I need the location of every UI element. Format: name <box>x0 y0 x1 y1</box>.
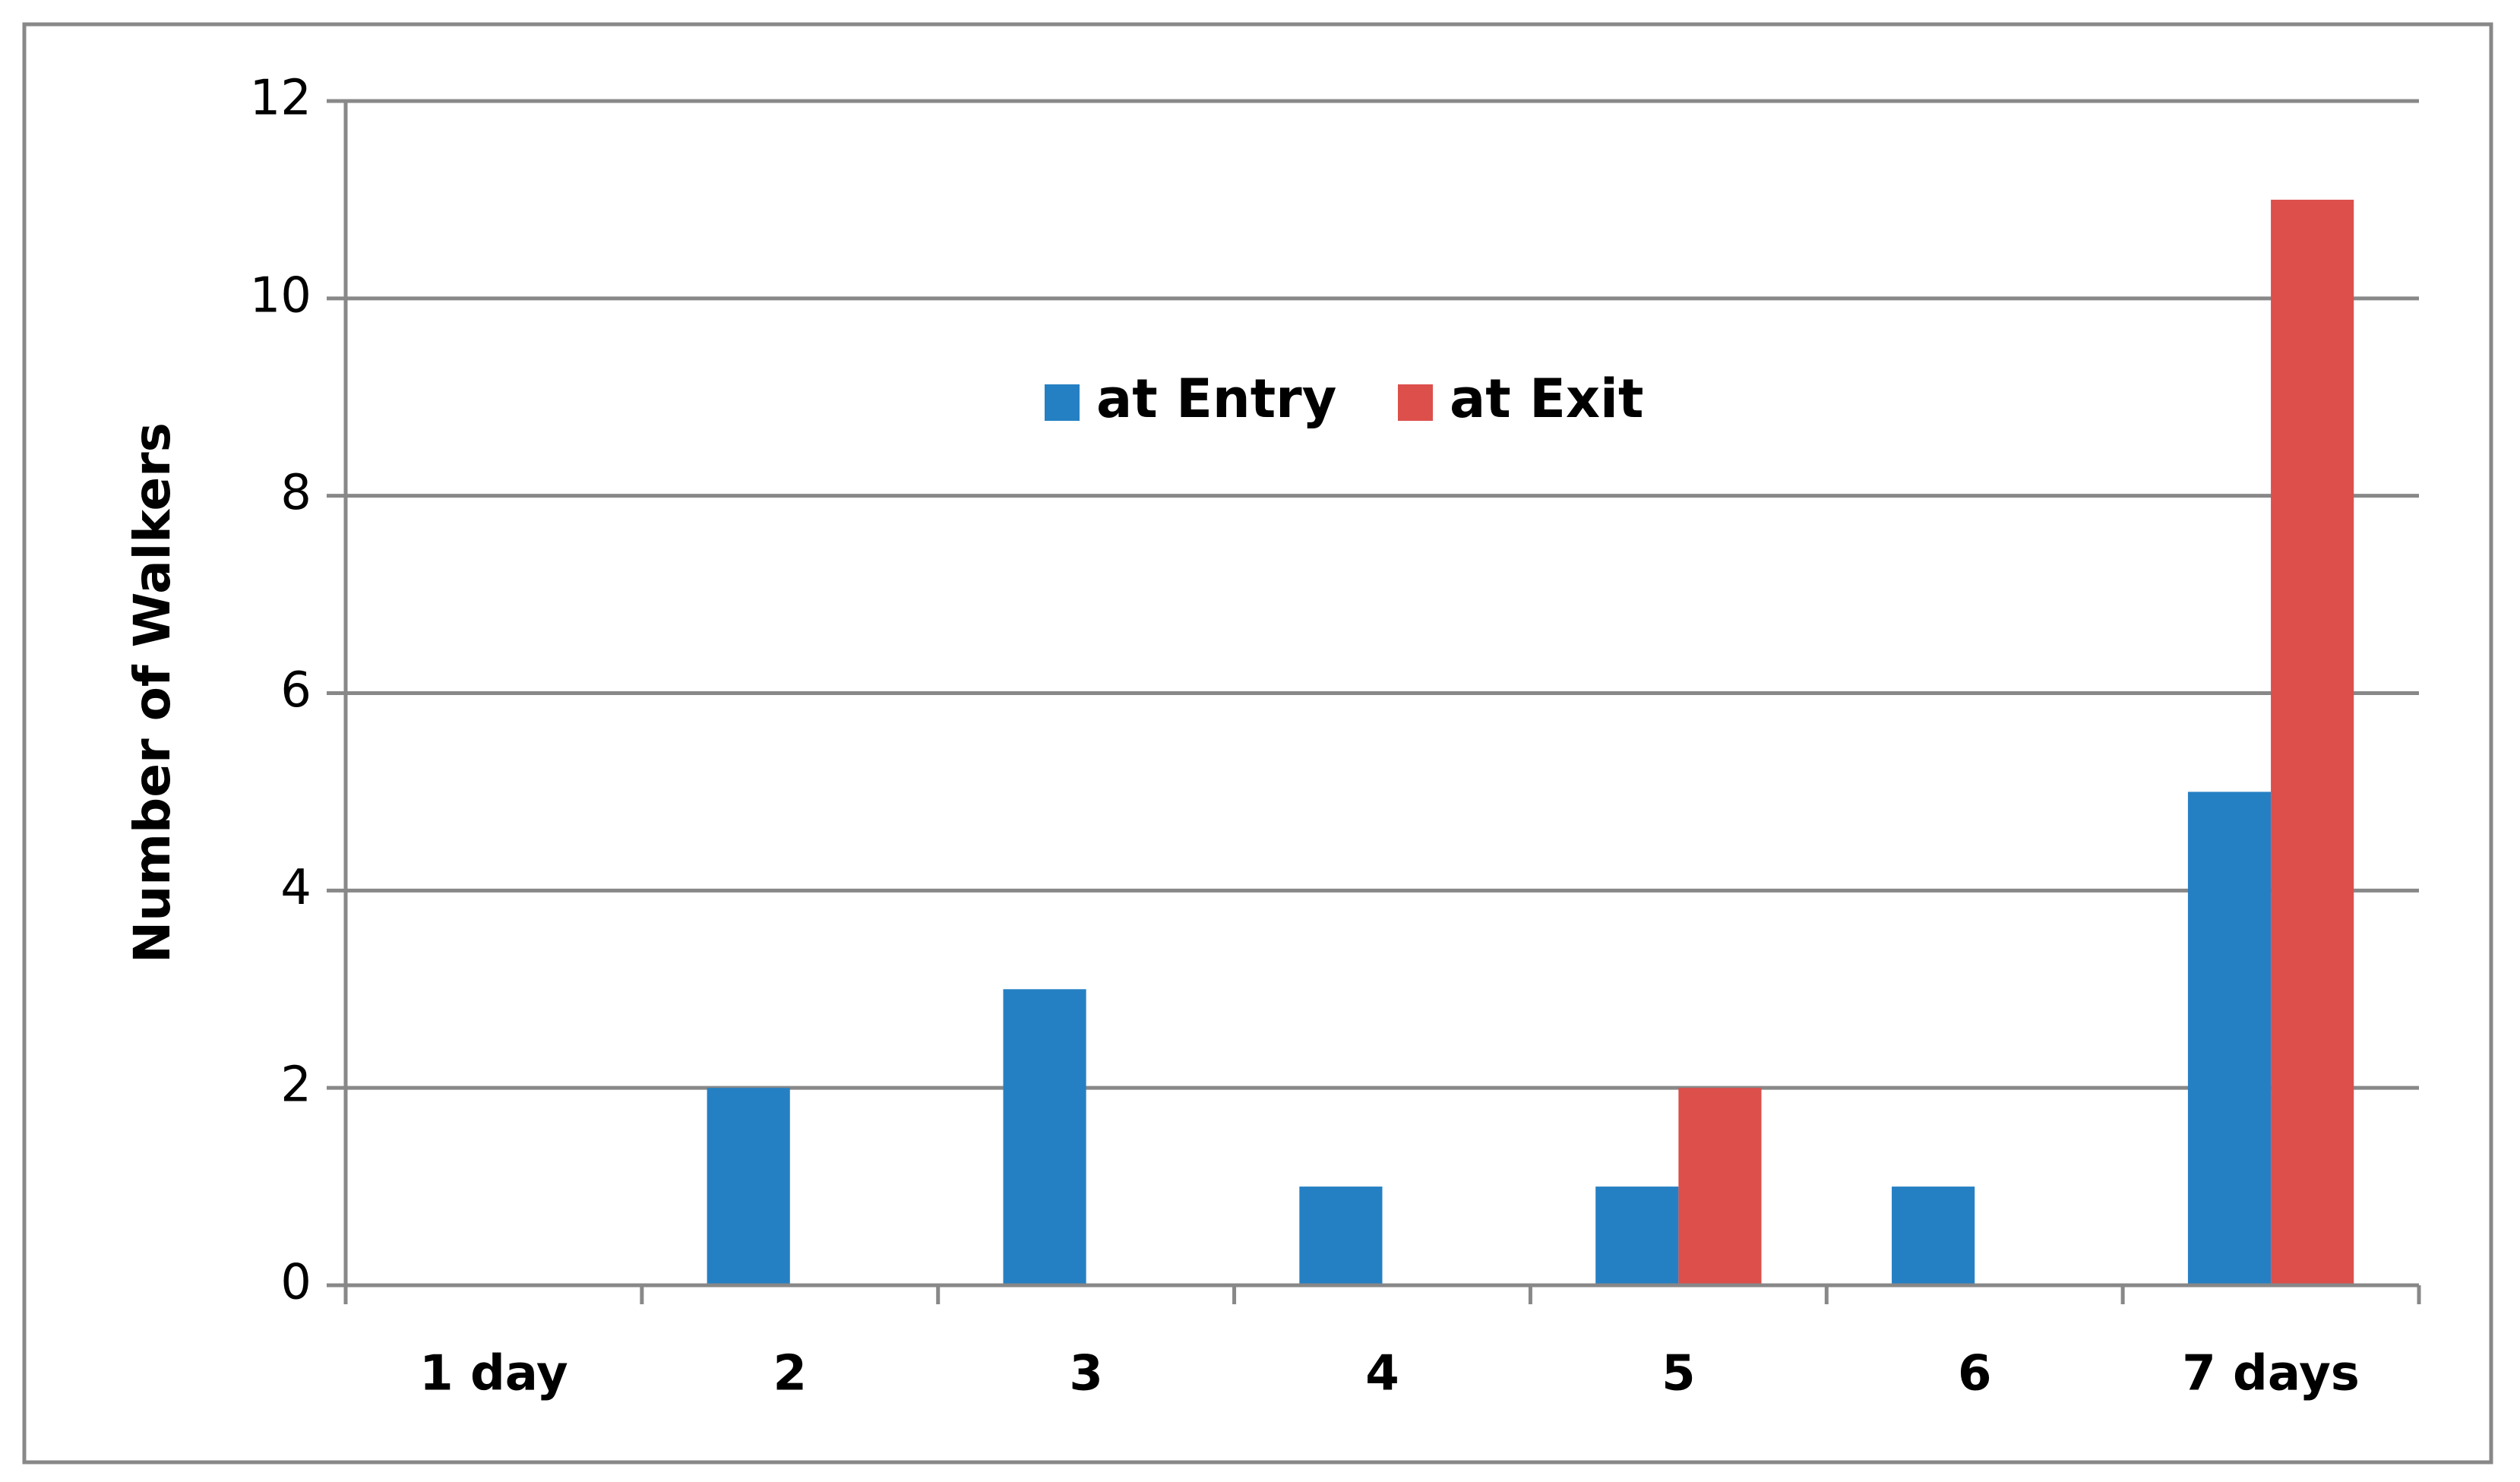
bar <box>1595 1187 1679 1285</box>
y-axis-label: Number of Walkers <box>123 422 182 963</box>
x-tick-label: 6 <box>1958 1346 1992 1402</box>
bar <box>1299 1187 1383 1285</box>
y-tick-label: 0 <box>280 1255 311 1311</box>
x-tick-label: 7 days <box>2182 1346 2360 1402</box>
legend-swatch <box>1045 384 1080 421</box>
y-tick-label: 8 <box>280 465 311 521</box>
legend-label: at Exit <box>1450 368 1644 430</box>
bar <box>2187 792 2272 1285</box>
bar <box>1003 989 1086 1285</box>
x-tick-label: 3 <box>1069 1346 1103 1402</box>
bar <box>707 1088 790 1285</box>
x-tick-label: 2 <box>773 1346 808 1402</box>
bar <box>1678 1088 1762 1285</box>
y-tick-label: 12 <box>250 71 311 127</box>
bar <box>1892 1187 1975 1285</box>
y-tick-label: 6 <box>280 662 311 719</box>
bar <box>2271 199 2354 1286</box>
legend-label: at Entry <box>1096 368 1336 430</box>
x-tick-label: 5 <box>1662 1346 1696 1402</box>
x-tick-label: 4 <box>1365 1346 1399 1402</box>
chart-frame <box>22 22 2493 1465</box>
legend-swatch <box>1398 384 1433 421</box>
y-tick-label: 10 <box>250 267 311 324</box>
x-tick-label: 1 day <box>419 1346 568 1402</box>
y-tick-label: 4 <box>280 860 311 916</box>
y-tick-label: 2 <box>280 1057 311 1114</box>
